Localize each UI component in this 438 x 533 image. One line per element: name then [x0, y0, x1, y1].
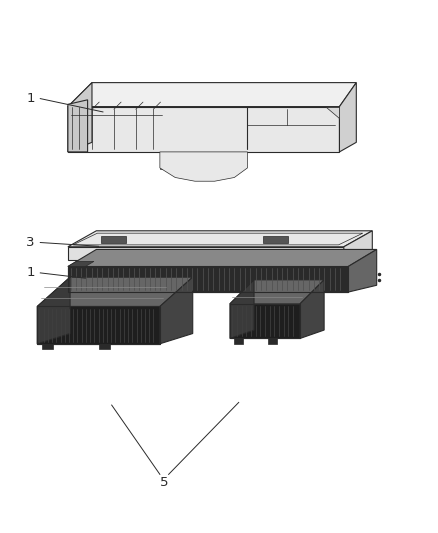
Polygon shape	[160, 277, 193, 344]
Polygon shape	[68, 107, 339, 152]
Polygon shape	[160, 152, 230, 169]
Polygon shape	[263, 236, 288, 243]
Polygon shape	[68, 247, 344, 260]
Polygon shape	[42, 344, 53, 349]
Polygon shape	[339, 83, 356, 152]
Text: 5: 5	[160, 476, 169, 489]
Polygon shape	[101, 236, 126, 243]
Polygon shape	[68, 100, 88, 152]
Text: 1: 1	[26, 92, 35, 105]
Polygon shape	[37, 306, 160, 344]
Polygon shape	[234, 338, 243, 344]
Polygon shape	[68, 249, 377, 266]
Polygon shape	[230, 304, 300, 338]
Polygon shape	[99, 344, 110, 349]
Polygon shape	[326, 107, 339, 118]
Polygon shape	[68, 231, 372, 247]
Text: 1: 1	[26, 266, 35, 279]
Polygon shape	[160, 152, 247, 181]
Polygon shape	[300, 280, 324, 338]
Polygon shape	[268, 338, 277, 344]
Polygon shape	[68, 261, 94, 266]
Polygon shape	[37, 277, 70, 344]
Polygon shape	[344, 231, 372, 260]
Polygon shape	[230, 280, 324, 304]
Polygon shape	[348, 249, 377, 292]
Polygon shape	[68, 266, 348, 292]
Polygon shape	[37, 277, 193, 306]
Polygon shape	[68, 83, 92, 152]
Polygon shape	[68, 83, 356, 107]
Polygon shape	[230, 280, 254, 338]
Text: 3: 3	[26, 236, 35, 249]
